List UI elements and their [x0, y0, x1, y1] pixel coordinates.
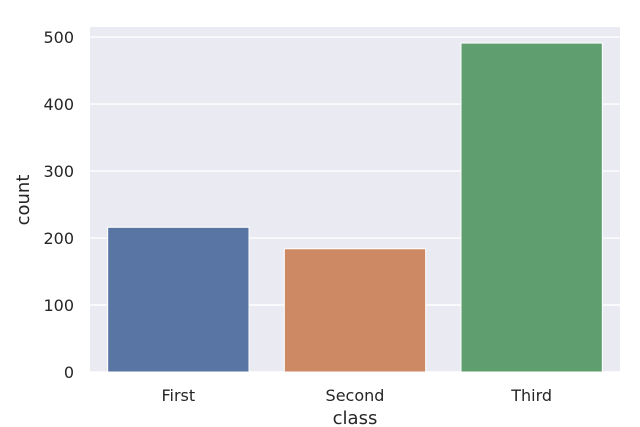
bar-third	[460, 42, 603, 373]
bar-second	[283, 248, 427, 373]
y-tick-label: 200	[43, 229, 74, 248]
x-tick-label-third: Third	[510, 386, 552, 405]
y-tick-label: 300	[43, 162, 74, 181]
x-tick-labels: First Second Third	[161, 386, 552, 405]
y-tick-labels: 0 100 200 300 400 500	[43, 28, 74, 382]
x-axis-label: class	[333, 408, 378, 427]
y-tick-label: 100	[43, 296, 74, 315]
x-tick-label-second: Second	[326, 386, 385, 405]
y-tick-label: 400	[43, 95, 74, 114]
bars	[107, 42, 603, 373]
y-tick-label: 0	[64, 363, 74, 382]
y-tick-label: 500	[43, 28, 74, 47]
bar-first	[107, 226, 250, 373]
y-axis-label: count	[13, 175, 34, 226]
x-tick-label-first: First	[161, 386, 195, 405]
